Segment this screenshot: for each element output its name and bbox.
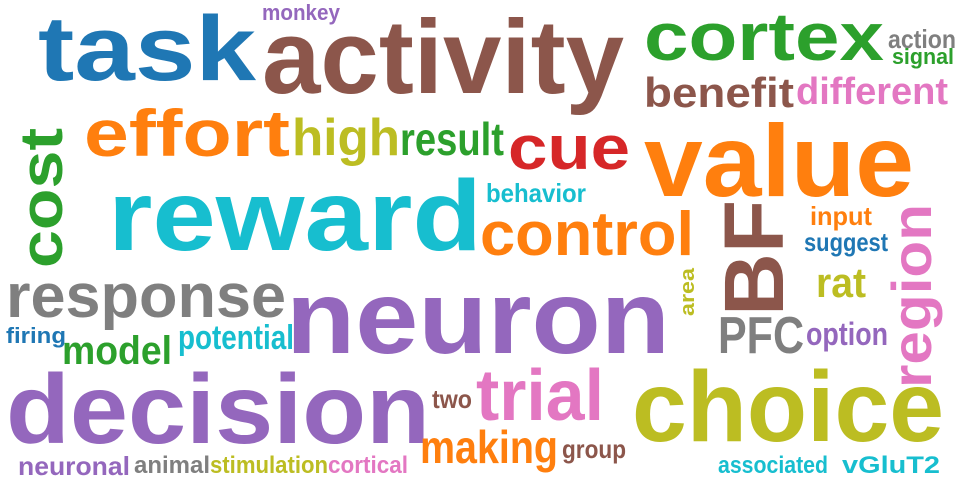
word-suggest: suggest	[804, 227, 888, 257]
word-stimulation: stimulation	[210, 452, 328, 479]
word-firing: firing	[6, 323, 66, 348]
word-option: option	[806, 316, 888, 352]
word-effort: effort	[84, 96, 290, 170]
word-activity: activity	[262, 0, 624, 116]
word-associated: associated	[718, 452, 828, 479]
word-group: group	[562, 434, 626, 464]
word-neuronal: neuronal	[18, 451, 130, 480]
word-result: result	[400, 113, 504, 165]
word-cost: cost	[8, 128, 75, 268]
word-model: model	[62, 329, 172, 373]
word-task: task	[38, 0, 256, 100]
word-value: value	[644, 104, 914, 218]
word-choice: choice	[632, 351, 944, 463]
word-benefit: benefit	[644, 69, 794, 116]
word-input: input	[810, 201, 872, 231]
word-trial: trial	[476, 356, 604, 436]
word-cortex: cortex	[644, 0, 884, 75]
word-response: response	[6, 262, 286, 331]
word-two: two	[432, 384, 472, 414]
word-potential: potential	[178, 319, 294, 357]
word-neuron: neuron	[286, 260, 670, 376]
word-control: control	[480, 200, 694, 269]
word-cue: cue	[508, 114, 630, 183]
word-signal: signal	[892, 44, 954, 69]
word-area: area	[677, 268, 699, 316]
word-high: high	[292, 109, 400, 167]
word-vglut2: vGluT2	[842, 452, 940, 479]
word-reward: reward	[108, 160, 482, 272]
word-behavior: behavior	[486, 178, 586, 208]
word-making: making	[420, 421, 558, 473]
word-cortical: cortical	[328, 452, 408, 479]
word-pfc: PFC	[718, 307, 804, 365]
word-monkey: monkey	[262, 0, 340, 25]
word-different: different	[796, 71, 948, 113]
word-animal: animal	[134, 452, 210, 479]
word-bf: BF	[707, 200, 801, 316]
word-action: action	[888, 24, 956, 54]
word-decision: decision	[6, 354, 430, 464]
word-rat: rat	[816, 259, 866, 306]
